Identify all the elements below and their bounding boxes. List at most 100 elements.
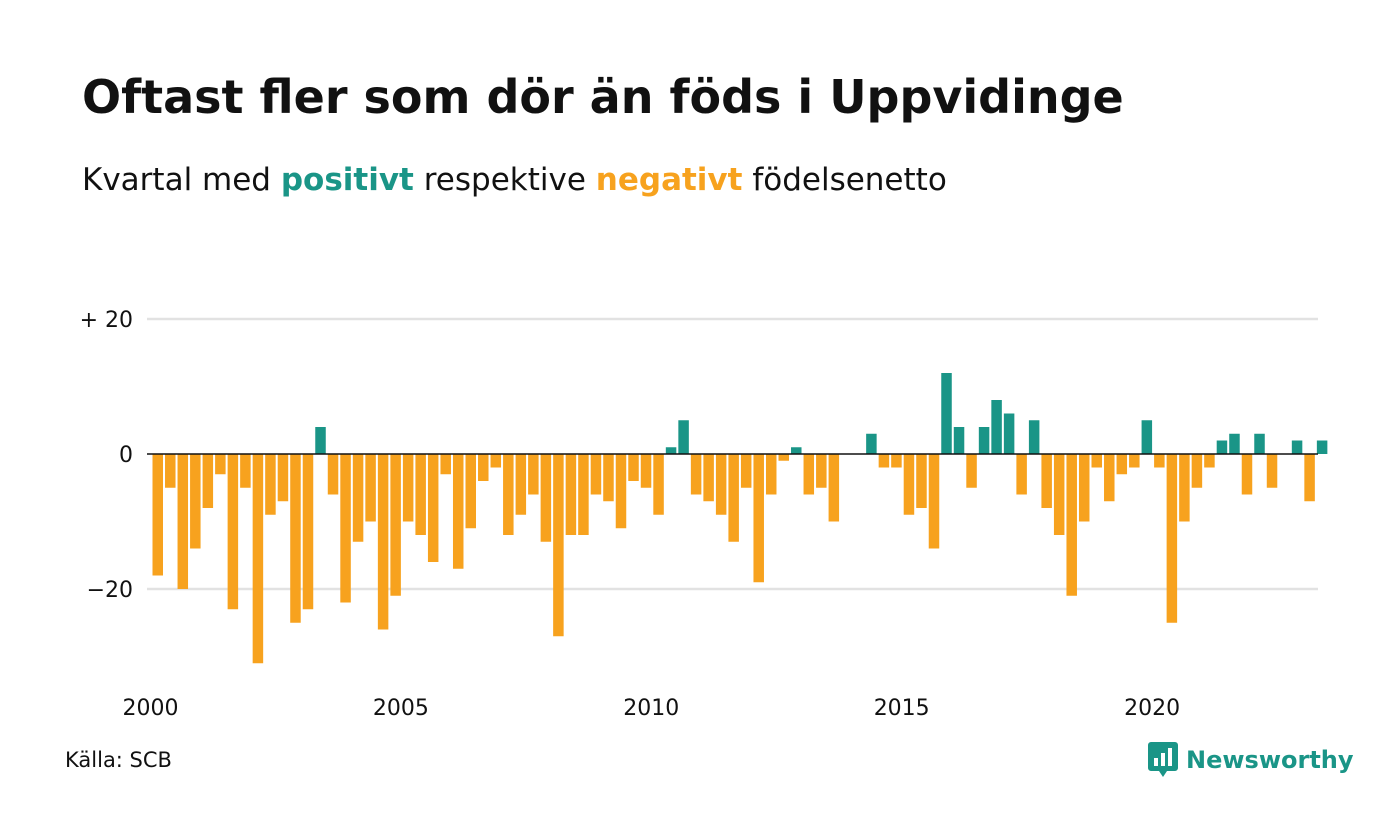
bar-negative [1091, 454, 1102, 468]
bar-negative [553, 454, 564, 637]
bar-negative [1116, 454, 1128, 475]
bar-positive [678, 420, 689, 454]
bar-negative [803, 454, 815, 495]
bar-negative [427, 454, 439, 562]
bar-negative [528, 454, 539, 495]
bar-positive [1254, 433, 1265, 454]
subtitle-part-3: födelsenetto [742, 162, 947, 198]
bar-negative [302, 454, 314, 610]
bar-negative [503, 454, 514, 535]
bar-negative [465, 454, 476, 529]
subtitle-part-2: respektive [413, 162, 596, 198]
bar-negative [1078, 454, 1090, 522]
subtitle-negative: negativt [595, 162, 743, 198]
bar-negative [478, 454, 489, 481]
bar-negative [703, 454, 714, 502]
bar-negative [891, 454, 902, 468]
y-tick-label: + 20 [80, 308, 133, 333]
chart-subtitle: Kvartal med positivt respektive negativt… [82, 162, 947, 198]
bar-negative [778, 454, 789, 461]
logo-text: Newsworthy [1186, 746, 1354, 774]
x-tick-label: 2005 [373, 696, 429, 721]
bar-negative [540, 454, 552, 542]
bar-negative [290, 454, 301, 623]
bar-positive [1216, 440, 1228, 454]
bar-negative [190, 454, 201, 549]
bar-negative [277, 454, 289, 502]
bars [152, 373, 1328, 664]
bar-negative [578, 454, 589, 535]
bar-negative [202, 454, 214, 508]
bar-negative [515, 454, 527, 515]
bar-negative [1266, 454, 1278, 488]
bar-negative [1129, 454, 1140, 468]
bar-negative [352, 454, 364, 542]
bar-negative [452, 454, 464, 569]
bar-positive [1003, 413, 1015, 454]
bar-negative [903, 454, 915, 515]
bar-positive [1229, 433, 1240, 454]
bar-negative [728, 454, 739, 542]
bar-positive [1028, 420, 1040, 454]
bar-negative [440, 454, 451, 475]
bar-negative [265, 454, 276, 515]
bar-negative [816, 454, 827, 488]
bar-negative [1066, 454, 1077, 596]
bar-positive [1141, 420, 1153, 454]
axes: + 20 0 −20 2000 2005 2010 2015 2020 [80, 308, 1318, 721]
y-tick-label: 0 [119, 443, 133, 468]
y-tick-label: −20 [87, 578, 133, 603]
bar-negative [252, 454, 264, 664]
bar-negative [402, 454, 414, 522]
bar-positive [315, 427, 326, 454]
bar-negative [490, 454, 502, 468]
bar-negative [1166, 454, 1178, 623]
bar-negative [590, 454, 602, 495]
bar-negative [340, 454, 351, 603]
bar-negative [327, 454, 339, 495]
bar-negative [690, 454, 702, 495]
bar-positive [978, 427, 990, 454]
bar-negative [603, 454, 614, 502]
bar-negative [377, 454, 389, 630]
bar-negative [1016, 454, 1027, 495]
bar-negative [966, 454, 977, 488]
bar-negative [916, 454, 927, 508]
bar-negative [1041, 454, 1052, 508]
subtitle-part-1: Kvartal med [82, 162, 281, 198]
x-tick-label: 2000 [123, 696, 179, 721]
newsworthy-logo: Newsworthy [1148, 742, 1354, 778]
chart-title: Oftast fler som dör än föds i Uppvidinge [82, 70, 1124, 124]
subtitle-positive: positivt [280, 162, 414, 198]
bar-negative [765, 454, 777, 495]
bar-negative [615, 454, 627, 529]
bar-negative [628, 454, 639, 481]
bar-negative [1179, 454, 1190, 522]
bar-negative [1154, 454, 1165, 468]
bar-negative [1191, 454, 1203, 488]
bar-negative [715, 454, 727, 515]
bar-negative [753, 454, 764, 583]
bar-positive [953, 427, 965, 454]
bar-negative [1104, 454, 1115, 502]
bar-negative [152, 454, 163, 576]
bar-positive [1316, 440, 1328, 454]
bar-negative [928, 454, 940, 549]
bar-negative [653, 454, 664, 515]
bar-negative [1241, 454, 1253, 495]
bar-negative [828, 454, 840, 522]
bar-negative [365, 454, 376, 522]
bar-negative [878, 454, 890, 468]
bar-negative [390, 454, 401, 596]
bar-positive [991, 400, 1002, 454]
x-tick-label: 2020 [1124, 696, 1180, 721]
bar-negative [177, 454, 189, 589]
x-tick-label: 2015 [874, 696, 930, 721]
bar-negative [227, 454, 239, 610]
bar-negative [415, 454, 426, 535]
bar-negative [1204, 454, 1215, 468]
newsworthy-chart-icon [1148, 742, 1178, 777]
bar-negative [640, 454, 652, 488]
x-tick-label: 2010 [623, 696, 679, 721]
